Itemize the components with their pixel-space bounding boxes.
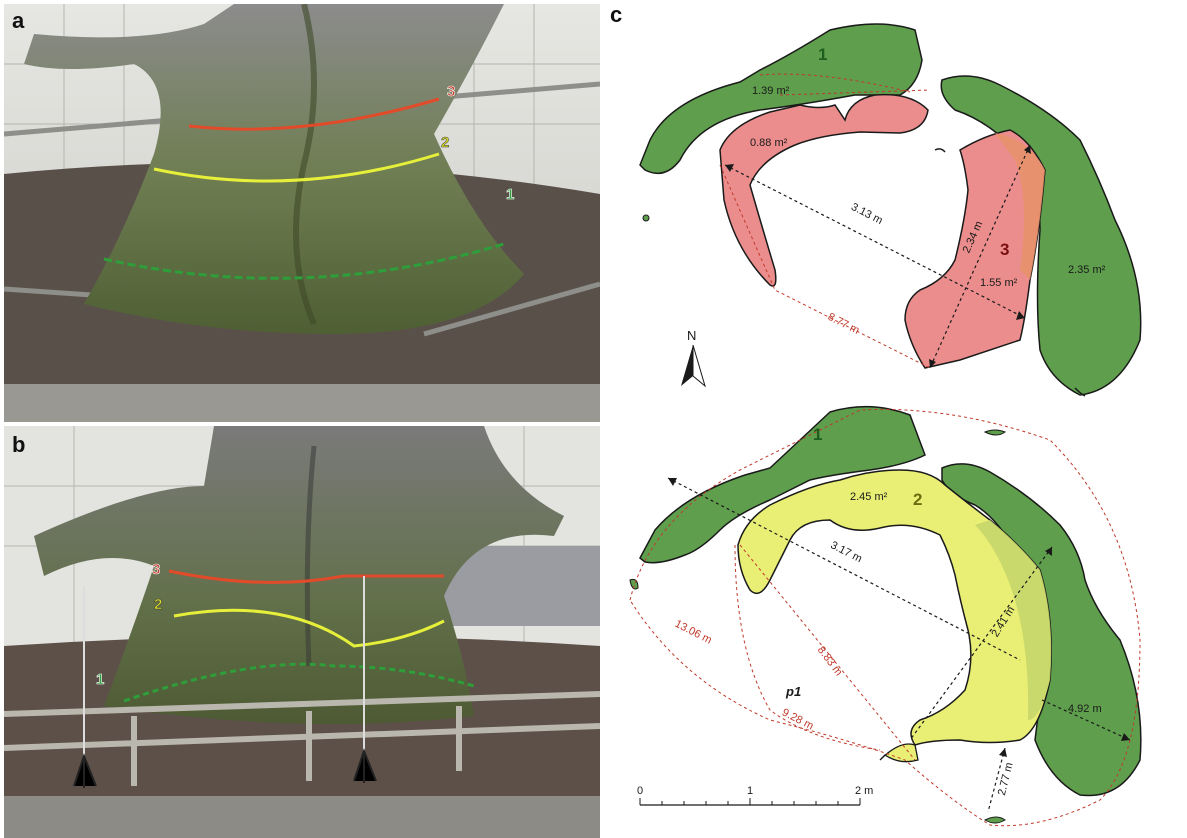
distance-label: 2.77 m <box>996 761 1016 797</box>
scale-bar: 0 1 2 m <box>637 785 873 806</box>
north-label: N <box>687 328 696 343</box>
section-1-polygon <box>639 23 923 175</box>
distance-label: 4.92 m <box>1068 703 1102 715</box>
ring-label-1: 1 <box>96 671 104 688</box>
perimeter-label: 9.28 m <box>780 707 815 733</box>
area-label: 2.45 m² <box>850 491 888 503</box>
section-1-label: 1 <box>813 425 822 444</box>
section-1-polygon <box>639 405 926 564</box>
north-arrow-icon <box>681 344 706 388</box>
photo-panel-b: b 3 2 1 <box>4 426 600 838</box>
perimeter-label: 13.06 m <box>673 618 714 647</box>
photo-panel-a: a 3 2 1 <box>4 4 600 422</box>
distance-label: 3.13 m <box>849 201 884 227</box>
section-3-label: 3 <box>1000 240 1009 259</box>
section-2-polygon <box>737 469 1052 746</box>
bottom-map: 1 2 2.45 m² 3.17 m 2.41 m 4.92 m 2.77 m … <box>629 405 1142 827</box>
ring-label-3: 3 <box>152 561 160 578</box>
panel-letter-c: c <box>610 2 622 27</box>
section-2-label: 2 <box>913 490 922 509</box>
scale-tick-label: 0 <box>637 785 643 797</box>
area-label: 1.55 m² <box>980 277 1018 289</box>
perimeter-label: 8.83 m <box>815 644 845 678</box>
top-map: 1 3 1.39 m² 0.88 m² 1.55 m² 2.35 m² 3.13… <box>639 23 1142 397</box>
area-label: 1.39 m² <box>752 85 790 97</box>
point-label: p1 <box>785 684 801 699</box>
ring-label-3: 3 <box>447 83 455 100</box>
perimeter-label: 8.77 m <box>826 311 861 337</box>
distance-label: 3.17 m <box>828 539 863 565</box>
section-3-west-polygon <box>719 93 929 287</box>
ring-label-2: 2 <box>441 134 449 151</box>
scale-tick-label: 1 <box>747 785 753 797</box>
scale-tick-label: 2 m <box>855 785 873 797</box>
section-1-label: 1 <box>818 45 827 64</box>
area-label: 0.88 m² <box>750 137 788 149</box>
panel-letter-b: b <box>12 432 25 457</box>
area-label: 2.35 m² <box>1068 264 1106 276</box>
ring-label-1: 1 <box>506 186 514 203</box>
ring-label-2: 2 <box>154 596 162 613</box>
map-panel-c: c <box>604 0 1187 838</box>
panel-letter-a: a <box>12 8 25 33</box>
